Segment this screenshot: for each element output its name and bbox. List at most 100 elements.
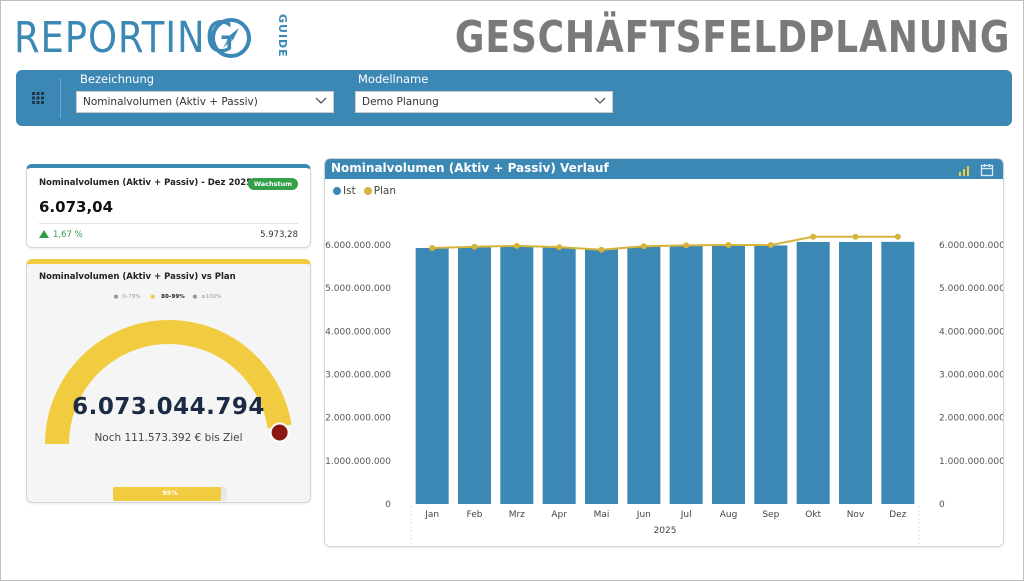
chart-bar-ist [881, 241, 915, 504]
y-axis-tick-label: 5.000.000.000 [325, 284, 391, 294]
chart-bar-ist [500, 246, 534, 505]
y2-axis-tick-label: 5.000.000.000 [939, 284, 1004, 294]
x-axis-tick-label: Feb [467, 510, 483, 520]
logo-subtext: GUIDE [276, 14, 289, 58]
plan-series-point [471, 243, 478, 250]
logo-text: REPORTING [14, 12, 236, 63]
y-axis-tick-label: 1.000.000.000 [325, 457, 391, 467]
modellname-label: Modellname [358, 72, 429, 86]
chart-bar-ist [838, 241, 873, 504]
y-axis-tick-label: 4.000.000.000 [325, 327, 391, 337]
chart-plot: 0 0 1.000.000.000 1.000.000.000 2.000.000.00… [325, 233, 1004, 544]
plan-series-point [810, 233, 817, 240]
x-axis-tick-label: Mrz [509, 510, 525, 520]
chart-bar-ist [669, 245, 703, 504]
grid-menu-icon[interactable] [32, 92, 44, 104]
plan-series-point [894, 233, 901, 240]
chart-bar-ist [542, 247, 576, 504]
chart-bar-ist [711, 245, 746, 504]
x-axis-tick-label: Jul [680, 510, 692, 520]
plan-series-point [598, 246, 605, 253]
x-axis-tick-label: Okt [805, 510, 821, 520]
chart-header: Nominalvolumen (Aktiv + Passiv) Verlauf [325, 159, 1003, 179]
filter-separator [60, 78, 61, 118]
x-axis-tick-label: Mai [594, 510, 610, 520]
chevron-down-icon [594, 97, 606, 104]
chart-bar-ist [796, 241, 830, 504]
x-axis-tick-label: Aug [720, 510, 738, 520]
x-axis-tick-label: Apr [551, 510, 567, 520]
compass-icon [211, 18, 251, 58]
chart-bar-ist [415, 248, 449, 504]
x-axis-tick-label: Dez [889, 510, 906, 520]
gauge-card: Nominalvolumen (Aktiv + Passiv) vs Plan … [26, 259, 311, 503]
gauge-legend-mid: ● 80–99% [150, 294, 185, 300]
calendar-icon[interactable] [980, 163, 994, 177]
modellname-selected-value: Demo Planung [362, 96, 439, 108]
bar-chart-icon[interactable] [958, 163, 972, 177]
gauge-title: Nominalvolumen (Aktiv + Passiv) vs Plan [39, 272, 236, 282]
status-badge: Wachstum [247, 178, 298, 190]
y2-axis-tick-label: 1.000.000.000 [939, 457, 1004, 467]
plan-series-point [556, 244, 563, 251]
y-axis-tick-label: 3.000.000.000 [325, 371, 391, 381]
x-axis-tick-label: Nov [847, 510, 865, 520]
y2-axis-tick-label: 2.000.000.000 [939, 414, 1004, 424]
bezeichnung-selected-value: Nominalvolumen (Aktiv + Passiv) [83, 96, 258, 108]
page-title: GESCHÄFTSFELDPLANUNG [454, 12, 1010, 63]
plan-series-line [432, 235, 898, 251]
y2-axis-tick-label: 3.000.000.000 [939, 371, 1004, 381]
kpi-delta-value: 1,67 % [53, 230, 83, 240]
bezeichnung-dropdown[interactable]: Nominalvolumen (Aktiv + Passiv) [76, 91, 334, 113]
kpi-divider [39, 223, 298, 224]
plan-series-point [513, 242, 520, 249]
kpi-previous-value: 5.973,28 [260, 230, 298, 240]
progress-bar: 95% [113, 487, 227, 501]
progress-fill [113, 487, 222, 501]
gauge-value: 6.073.044.794 [72, 394, 265, 420]
y2-axis-tick-label: 0 [939, 500, 945, 510]
y-axis-tick-label: 2.000.000.000 [325, 414, 391, 424]
y2-axis-tick-label: 6.000.000.000 [939, 241, 1004, 251]
progress-label: 95% [162, 489, 178, 497]
y2-axis-tick-label: 4.000.000.000 [939, 327, 1004, 337]
chart-bar-ist [627, 246, 661, 504]
plan-series-point [852, 233, 859, 240]
chart-card: Nominalvolumen (Aktiv + Passiv) Verlauf … [324, 158, 1004, 547]
reporting-guide-logo: REPORTING GUIDE [14, 12, 289, 63]
chart-title: Nominalvolumen (Aktiv + Passiv) Verlauf [331, 161, 609, 175]
x-axis-tick-label: Jan [424, 510, 439, 520]
chevron-down-icon [315, 97, 327, 104]
kpi-delta: 1,67 % [39, 230, 83, 240]
kpi-card: Nominalvolumen (Aktiv + Passiv) - Dez 20… [26, 164, 311, 248]
legend-item-ist[interactable]: Ist [333, 185, 356, 197]
x-axis-tick-label: Sep [762, 510, 779, 520]
gauge-arc-fill [45, 320, 292, 445]
y-axis-tick-label: 6.000.000.000 [325, 241, 391, 251]
gauge-subtitle: Noch 111.573.392 € bis Ziel [94, 432, 243, 444]
chart-bar-ist [754, 245, 788, 504]
gauge-legend: ● 0–79% ● 80–99% ● ≥100% [27, 294, 310, 300]
x-axis-tick-label: Jun [636, 510, 651, 520]
plan-series-point [640, 243, 647, 250]
gauge-needle [269, 422, 290, 443]
filter-bar: Bezeichnung Nominalvolumen (Aktiv + Pass… [16, 70, 1012, 126]
gauge-legend-low: ● 0–79% [113, 294, 141, 300]
chart-bar-ist [457, 247, 492, 504]
chart-legend: Ist Plan [333, 185, 396, 197]
y-axis-tick-label: 0 [385, 500, 391, 510]
plan-series-point [429, 245, 436, 252]
legend-item-plan[interactable]: Plan [363, 185, 396, 197]
bezeichnung-label: Bezeichnung [80, 72, 155, 86]
trend-up-icon [39, 230, 49, 238]
gauge-legend-high: ● ≥100% [192, 294, 222, 300]
plan-series-point [683, 242, 690, 249]
chart-bar-ist [584, 249, 619, 504]
kpi-title: Nominalvolumen (Aktiv + Passiv) - Dez 20… [39, 178, 253, 188]
plan-series-point [725, 242, 732, 248]
plan-series-point [767, 242, 774, 248]
gauge-arc [45, 320, 292, 445]
x-axis-title: 2025 [654, 526, 677, 536]
modellname-dropdown[interactable]: Demo Planung [355, 91, 613, 113]
kpi-value: 6.073,04 [39, 198, 114, 216]
